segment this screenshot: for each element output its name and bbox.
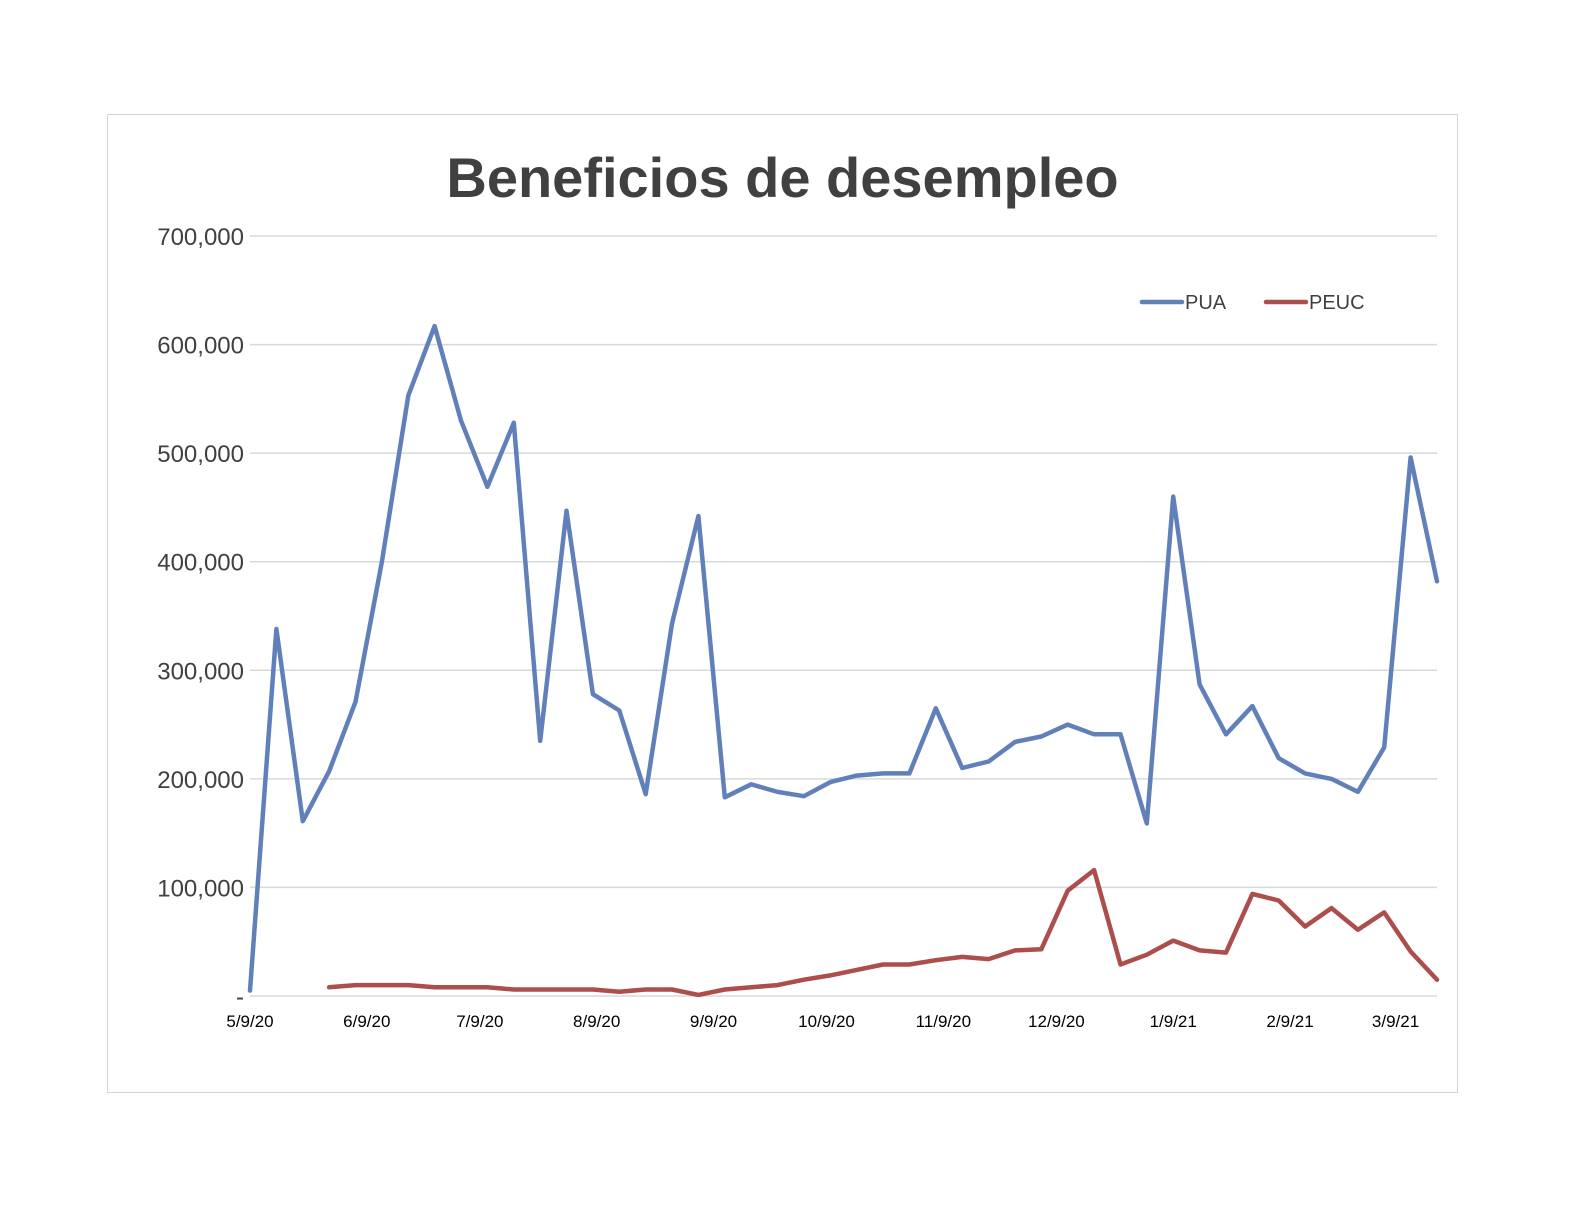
- x-tick-label: 6/9/20: [343, 1012, 390, 1031]
- series-line-peuc: [326, 867, 1440, 998]
- legend-label-pua: PUA: [1185, 292, 1227, 314]
- legend: PUA PEUC: [1139, 292, 1365, 314]
- gridlines: [250, 235, 1437, 889]
- x-tick-label: 10/9/20: [798, 1012, 855, 1031]
- y-tick-label: 100,000: [157, 875, 244, 902]
- y-tick-label: 200,000: [157, 767, 244, 794]
- series-lines: [247, 323, 1440, 998]
- x-tick-label: 1/9/21: [1150, 1012, 1197, 1031]
- chart-frame: Beneficios de desempleo: [107, 114, 1458, 1093]
- x-tick-label: 11/9/20: [916, 1012, 971, 1031]
- x-tick-label: 3/9/21: [1372, 1012, 1419, 1031]
- y-tick-label: 700,000: [157, 224, 244, 251]
- y-tick-label: -: [236, 984, 244, 1011]
- axes: - 100,000 200,000 300,000 400,000 500,000 600,…: [157, 224, 1437, 1031]
- y-tick-label: 400,000: [157, 550, 244, 577]
- x-tick-label: 2/9/21: [1266, 1012, 1313, 1031]
- legend-label-peuc: PEUC: [1309, 292, 1365, 314]
- x-tick-label: 5/9/20: [226, 1012, 273, 1031]
- y-tick-label: 500,000: [157, 441, 244, 468]
- x-tick-label: 9/9/20: [690, 1012, 737, 1031]
- x-tick-label: 7/9/20: [456, 1012, 503, 1031]
- y-tick-label: 300,000: [157, 658, 244, 685]
- series-line-pua: [247, 323, 1440, 993]
- chart-title: Beneficios de desempleo: [446, 146, 1119, 209]
- x-tick-label: 8/9/20: [573, 1012, 620, 1031]
- x-tick-label: 12/9/20: [1028, 1012, 1085, 1031]
- y-tick-label: 600,000: [157, 333, 244, 360]
